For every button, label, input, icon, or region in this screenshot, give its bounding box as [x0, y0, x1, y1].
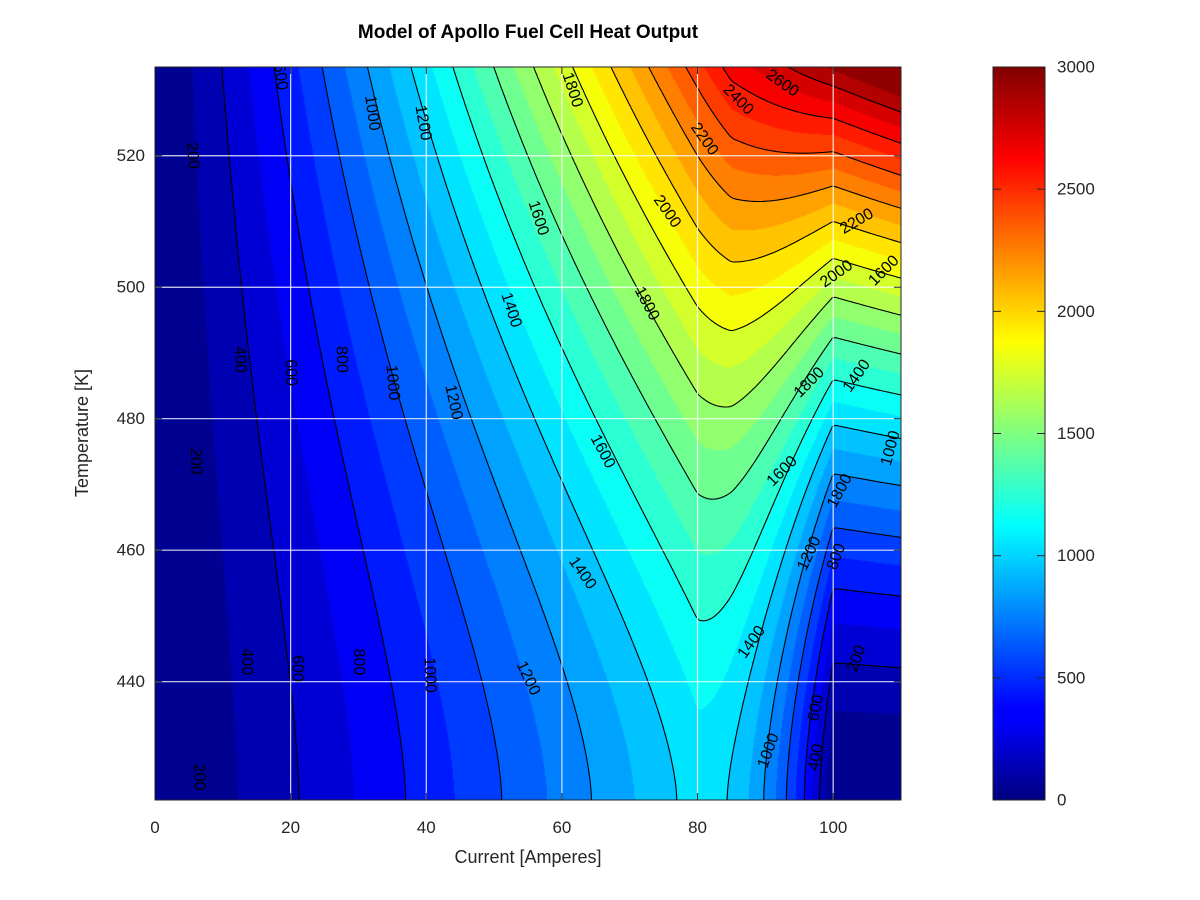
contour-line-2200 — [648, 67, 901, 209]
contour-label: 200 — [190, 763, 208, 790]
colorbar-tick-label: 1000 — [1057, 546, 1095, 565]
contour-line-1800 — [572, 67, 901, 332]
colorbar-tick-label: 1500 — [1057, 424, 1095, 443]
contour-label: 600 — [805, 693, 827, 723]
contour-label: 400 — [806, 743, 827, 772]
contour-label: 1000 — [382, 364, 402, 401]
colorbar-ticks: 0 500 1000 1500 2000 2500 3000 — [993, 58, 1095, 810]
contour-label: 600 — [282, 359, 300, 386]
contour-line-2600 — [721, 67, 901, 144]
x-tick-label: 0 — [150, 818, 159, 837]
filled-contour-image — [155, 67, 901, 800]
contour-label: 800 — [350, 649, 367, 676]
colorbar-tick-label: 2500 — [1057, 180, 1095, 199]
x-tick-label: 20 — [281, 818, 300, 837]
contour-label: 1200 — [411, 104, 434, 142]
contour-label: 600 — [270, 62, 291, 91]
x-axis-label: Current [Amperes] — [454, 847, 601, 867]
plot-frame — [154, 66, 902, 801]
contour-label: 600 — [289, 655, 306, 682]
y-tick-label: 440 — [117, 672, 145, 691]
x-tick-label: 80 — [688, 818, 707, 837]
colorbar-tick-label: 2000 — [1057, 302, 1095, 321]
contour-line-200 — [221, 67, 901, 800]
contour-label: 200 — [183, 142, 202, 170]
contour-label: 400 — [238, 649, 255, 676]
contour-line-2000 — [610, 67, 901, 263]
x-tick-label: 60 — [552, 818, 571, 837]
x-axis: 0 20 40 60 80 100 — [150, 67, 847, 837]
contour-label: 400 — [231, 346, 249, 373]
colorbar-tick-label: 3000 — [1057, 58, 1095, 77]
y-axis-label: Temperature [K] — [72, 369, 92, 497]
y-tick-label: 460 — [117, 541, 145, 560]
contour-label: 1000 — [878, 429, 904, 468]
colorbar: 0 500 1000 1500 2000 2500 3000 — [992, 58, 1095, 810]
contour-label: 200 — [187, 448, 205, 475]
y-tick-label: 480 — [117, 409, 145, 428]
x-tick-label: 40 — [417, 818, 436, 837]
colorbar-tick-label: 0 — [1057, 791, 1066, 810]
contour-line-800 — [366, 67, 901, 800]
contour-label: 1000 — [421, 657, 439, 693]
x-tick-label: 100 — [819, 818, 847, 837]
chart-title: Model of Apollo Fuel Cell Heat Output — [358, 22, 699, 43]
y-tick-label: 500 — [117, 278, 145, 297]
y-tick-label: 520 — [117, 146, 145, 165]
contour-line-1400 — [493, 67, 901, 500]
contour-label: 800 — [333, 346, 351, 373]
colorbar-tick-label: 500 — [1057, 668, 1085, 687]
colorbar-gradient — [992, 66, 1046, 801]
grid-lines — [155, 67, 901, 800]
contour-label: 1000 — [361, 94, 383, 132]
y-axis: 440 460 480 500 520 — [117, 146, 901, 691]
contour-line-1000 — [410, 67, 901, 800]
contour-line-600 — [321, 67, 901, 800]
